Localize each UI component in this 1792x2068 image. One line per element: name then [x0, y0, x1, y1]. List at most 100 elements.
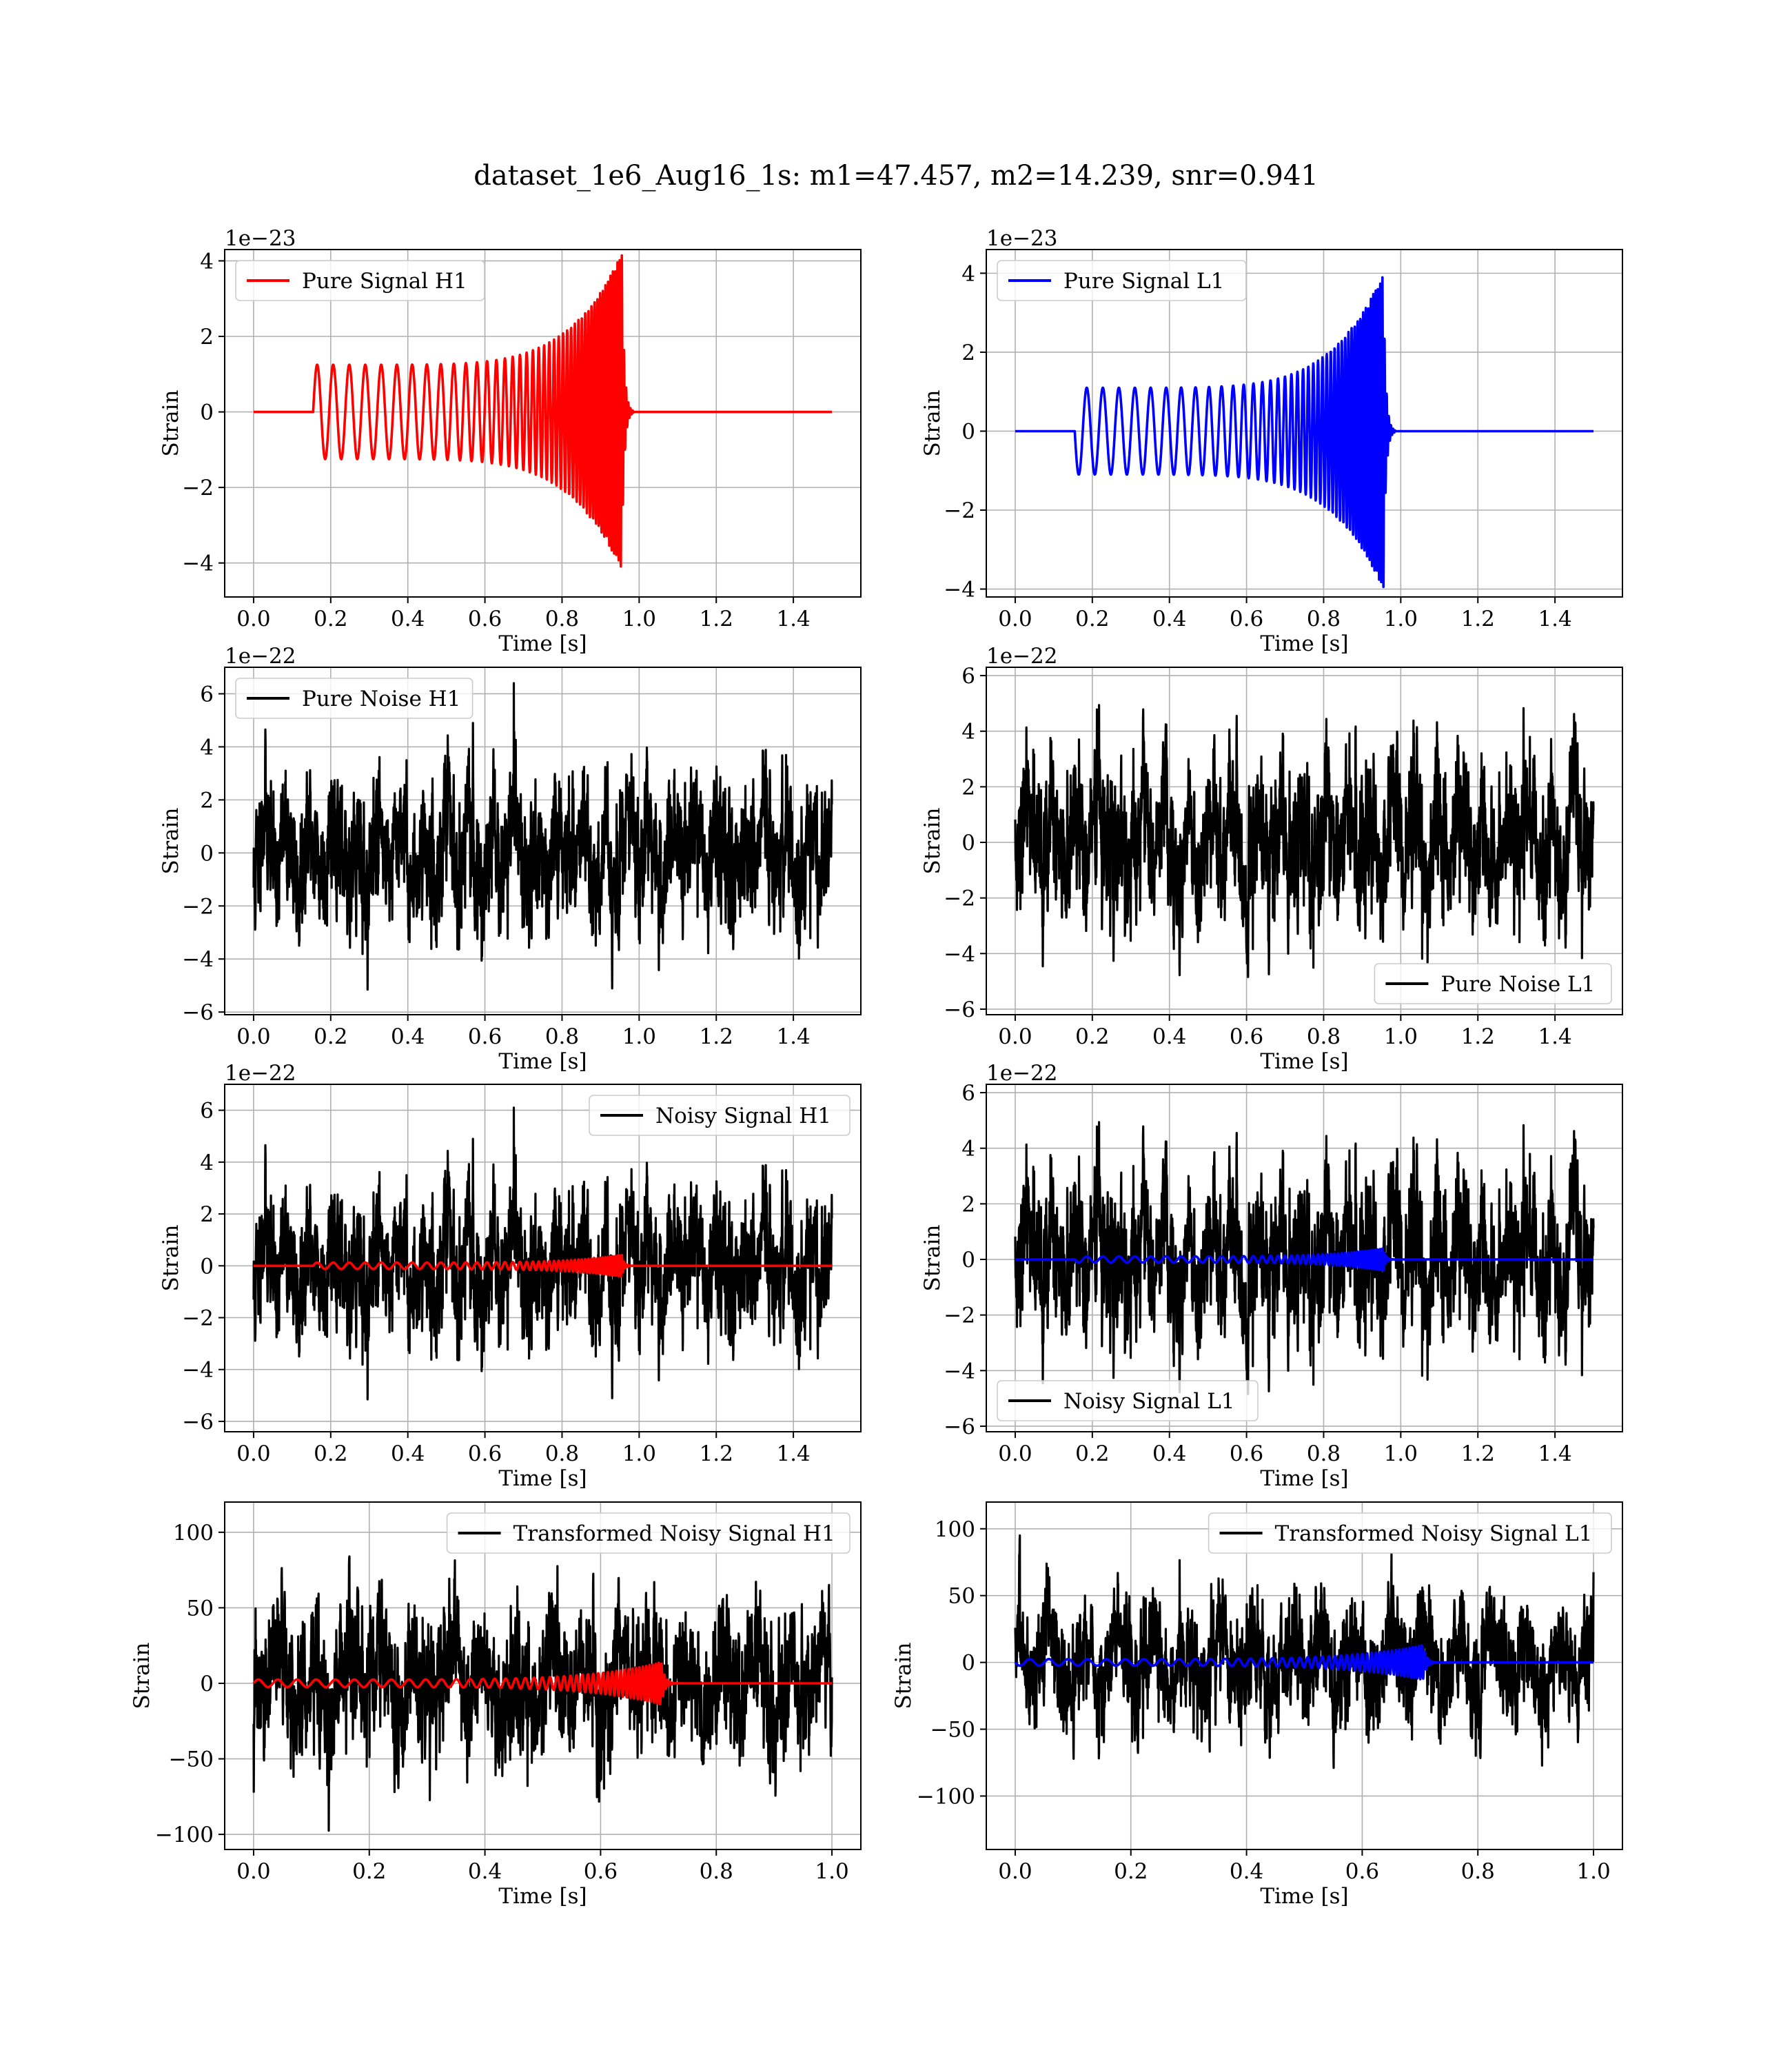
- y-tick-label: 0: [200, 401, 214, 425]
- y-tick-label: −2: [182, 894, 214, 919]
- y-offset-text: 1e−22: [225, 644, 296, 669]
- x-tick-label: 1.0: [622, 1441, 656, 1466]
- y-axis-label: Strain: [920, 808, 945, 875]
- legend: Transformed Noisy Signal H1: [446, 1512, 851, 1554]
- x-tick-label: 0.6: [468, 607, 502, 631]
- y-tick-label: −6: [182, 1410, 214, 1435]
- axes-frame: [986, 249, 1623, 598]
- y-tick-label: −2: [182, 476, 214, 500]
- x-tick-label: 0.4: [1152, 1024, 1186, 1049]
- y-tick-label: −100: [155, 1823, 214, 1847]
- y-offset-text: 1e−22: [986, 1061, 1058, 1086]
- y-tick-label: 50: [948, 1584, 975, 1609]
- y-tick-label: −4: [944, 942, 975, 966]
- series-line-overlay-1: [1014, 1644, 1595, 1681]
- axes-frame: [986, 1084, 1623, 1432]
- legend: Transformed Noisy Signal L1: [1208, 1512, 1612, 1554]
- y-tick-label: 100: [935, 1517, 975, 1542]
- legend-label: Pure Signal H1: [302, 269, 467, 294]
- x-tick-label: 1.0: [622, 607, 656, 631]
- x-axis-label: Time [s]: [1260, 1049, 1348, 1074]
- y-tick-label: 2: [961, 1192, 975, 1217]
- x-tick-label: 0.8: [1307, 1441, 1341, 1466]
- x-tick-label: 1.2: [700, 607, 733, 631]
- x-axis-label: Time [s]: [498, 1049, 587, 1074]
- subplot-top-left: 0.0 0.2 0.4 0.6 0.8 1.0 1.2 1.4 −4 −2 0 2 4 Time [s] S…: [159, 226, 862, 656]
- y-tick-label: 0: [200, 1254, 214, 1279]
- legend-box: [446, 1512, 851, 1554]
- y-tick-label: 0: [200, 1672, 214, 1696]
- legend: Noisy Signal L1: [997, 1380, 1259, 1421]
- x-tick-label: 0.8: [1307, 1024, 1341, 1049]
- y-tick-label: −6: [944, 1415, 975, 1439]
- y-tick-label: 4: [200, 735, 214, 760]
- x-tick-label: 0.6: [1230, 1024, 1263, 1049]
- y-tick-label: −2: [944, 498, 975, 523]
- x-tick-label: 1.0: [622, 1024, 656, 1049]
- y-tick-label: 6: [961, 664, 975, 689]
- legend-label: Transformed Noisy Signal L1: [1275, 1521, 1593, 1546]
- legend-label: Pure Noise L1: [1440, 972, 1595, 997]
- plot-area: [252, 1106, 833, 1401]
- y-tick-label: 0: [200, 841, 214, 866]
- subplot-row2-right: 0.0 0.2 0.4 0.6 0.8 1.0 1.2 1.4 −6 −4 −2 0 2 4 6 Time […: [920, 644, 1623, 1074]
- series-line-pure-noise-h1: [252, 682, 833, 991]
- y-tick-label: 6: [200, 682, 214, 707]
- y-offset-text: 1e−23: [986, 226, 1058, 251]
- plot-area: [1014, 276, 1595, 589]
- legend-box: [1208, 1512, 1612, 1554]
- y-tick-label: −4: [944, 578, 975, 602]
- y-tick-label: −6: [944, 997, 975, 1022]
- x-tick-label: 1.2: [1461, 1024, 1495, 1049]
- x-tick-label: 0.4: [1152, 607, 1186, 631]
- y-tick-label: 2: [961, 775, 975, 800]
- x-tick-label: 0.4: [1230, 1859, 1263, 1884]
- y-offset-text: 1e−22: [225, 1061, 296, 1086]
- y-axis-label: Strain: [159, 1225, 183, 1292]
- y-axis-label: Strain: [159, 808, 183, 875]
- subplot-row2-left: 0.0 0.2 0.4 0.6 0.8 1.0 1.2 1.4 −6 −4 −2 0 2 4 6 Time […: [159, 644, 862, 1074]
- x-tick-label: 0.2: [314, 1441, 347, 1466]
- x-tick-label: 0.2: [1075, 607, 1109, 631]
- x-tick-label: 0.0: [998, 1024, 1032, 1049]
- y-axis-label: Strain: [159, 390, 183, 457]
- legend-label: Transformed Noisy Signal H1: [513, 1521, 835, 1546]
- y-tick-label: −4: [182, 947, 214, 972]
- x-tick-label: 0.6: [468, 1024, 502, 1049]
- x-tick-label: 1.2: [1461, 607, 1495, 631]
- series-line-pure-signal-l1: [1014, 276, 1595, 589]
- x-tick-label: 0.6: [1345, 1859, 1379, 1884]
- y-tick-label: 4: [961, 1137, 975, 1162]
- y-tick-label: 2: [200, 788, 214, 813]
- plot-area: [252, 1555, 833, 1832]
- series-line-overlay-1: [1014, 1247, 1595, 1272]
- y-tick-label: −4: [182, 1358, 214, 1383]
- legend-label: Noisy Signal L1: [1063, 1389, 1235, 1414]
- plot-area: [1014, 704, 1595, 978]
- y-tick-label: −4: [944, 1359, 975, 1383]
- y-tick-label: −100: [917, 1784, 975, 1809]
- y-tick-label: −4: [182, 551, 214, 576]
- legend: Pure Noise L1: [1374, 963, 1612, 1004]
- x-tick-label: 1.0: [815, 1859, 848, 1884]
- y-tick-label: 100: [173, 1521, 214, 1545]
- y-tick-label: −2: [182, 1306, 214, 1331]
- y-tick-label: 2: [200, 325, 214, 349]
- axes-frame: [224, 249, 862, 598]
- x-axis-label: Time [s]: [498, 1884, 587, 1909]
- series-line-noisy-signal-l1: [1014, 1121, 1595, 1395]
- x-tick-label: 0.6: [468, 1441, 502, 1466]
- legend: Noisy Signal H1: [589, 1095, 851, 1136]
- y-tick-label: 0: [961, 419, 975, 444]
- x-tick-label: 1.2: [1461, 1441, 1495, 1466]
- series-line-noisy-signal-h1: [252, 1106, 833, 1401]
- x-tick-label: 1.4: [1538, 607, 1571, 631]
- x-tick-label: 0.0: [998, 1859, 1032, 1884]
- x-tick-label: 0.6: [584, 1859, 618, 1884]
- legend-box: [589, 1095, 851, 1136]
- x-axis-label: Time [s]: [1260, 1884, 1348, 1909]
- legend-box: [997, 1380, 1259, 1421]
- legend: Pure Signal H1: [235, 260, 485, 301]
- axes-frame: [986, 667, 1623, 1015]
- y-axis-label: Strain: [130, 1643, 154, 1710]
